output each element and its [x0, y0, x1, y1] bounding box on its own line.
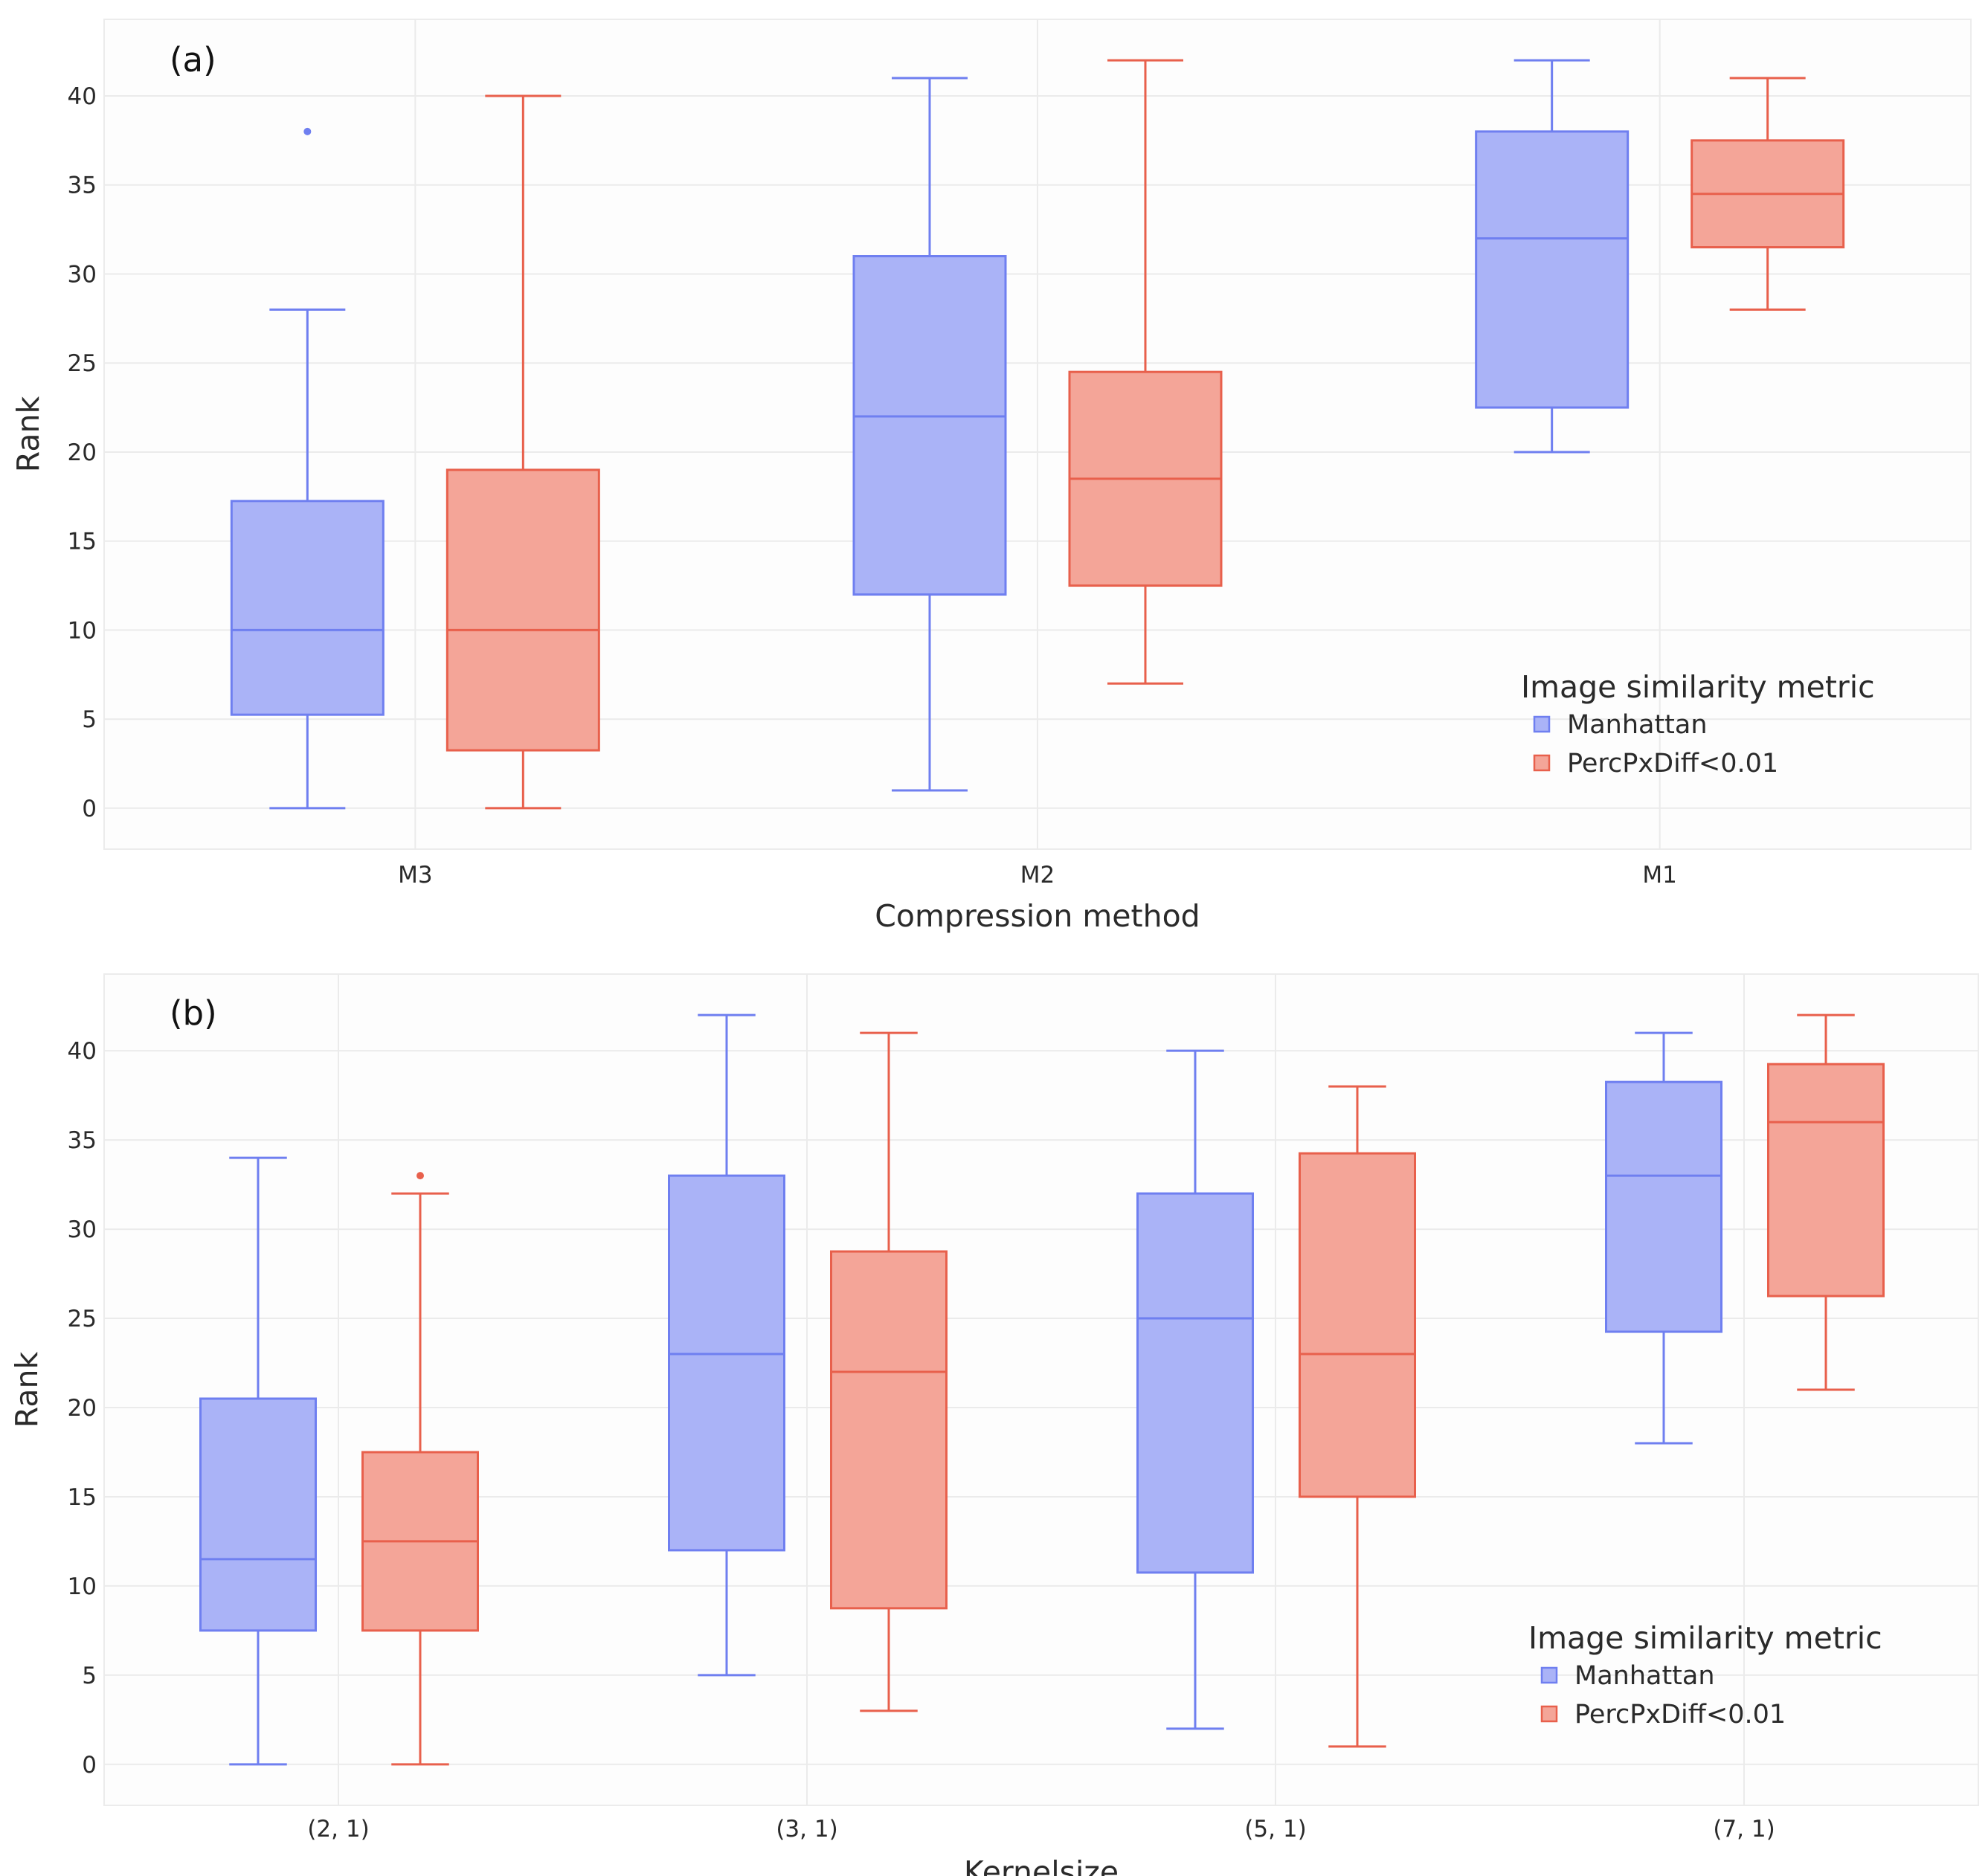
y-tick-label: 35 — [68, 1127, 97, 1154]
x-axis-title: Kernelsize — [964, 1854, 1119, 1876]
y-tick-label: 30 — [68, 261, 97, 288]
x-axis-title: Compression method — [875, 898, 1200, 934]
box-manhattan-0 — [199, 1156, 317, 1766]
legend-swatch — [1540, 1666, 1558, 1684]
outlier-point — [303, 127, 312, 135]
legend-label: Manhattan — [1567, 710, 1708, 740]
panel-label: (b) — [170, 993, 217, 1033]
legend: Image similarity metric Manhattan PercPxDi… — [1528, 1620, 1882, 1730]
box-percpxdiff-0-01-3 — [1767, 1013, 1885, 1391]
x-tick-label: M1 — [1642, 862, 1676, 889]
panel-label: (a) — [170, 40, 216, 80]
y-tick-label: 5 — [82, 1663, 97, 1689]
box-percpxdiff-0-01-2 — [1691, 77, 1845, 311]
iqr-box — [830, 1250, 948, 1610]
box-manhattan-1 — [852, 77, 1007, 792]
iqr-box — [668, 1174, 785, 1552]
legend-label: PercPxDiff<0.01 — [1574, 1700, 1786, 1730]
box-percpxdiff-0-01-0 — [445, 94, 600, 810]
box-percpxdiff-0-01-2 — [1299, 1085, 1416, 1748]
x-tick-label: (7, 1) — [1713, 1816, 1775, 1843]
legend-label: Manhattan — [1574, 1661, 1715, 1691]
y-tick-label: 30 — [68, 1216, 97, 1243]
legend-label: PercPxDiff<0.01 — [1567, 749, 1778, 779]
legend-title: Image similarity metric — [1521, 669, 1875, 705]
box-manhattan-2 — [1136, 1049, 1254, 1730]
legend-swatch — [1540, 1705, 1558, 1723]
box-manhattan-1 — [668, 1013, 785, 1677]
box-manhattan-2 — [1475, 59, 1630, 454]
legend-swatch — [1533, 754, 1551, 772]
y-tick-label: 40 — [68, 83, 97, 110]
y-tick-label: 25 — [68, 1306, 97, 1332]
y-tick-label: 40 — [68, 1038, 97, 1065]
y-tick-label: 20 — [68, 1395, 97, 1422]
panel-b: 0 5 10 15 20 25 30 35 40 (2, 1) (3, 1) (5, 1) (7, 1)… — [9, 973, 1979, 1876]
y-tick-label: 15 — [68, 1484, 97, 1511]
legend-swatch — [1533, 715, 1551, 733]
x-tick-label: (5, 1) — [1244, 1816, 1306, 1843]
y-tick-label: 25 — [68, 350, 97, 377]
y-tick-label: 35 — [68, 173, 97, 199]
iqr-box — [1605, 1080, 1722, 1333]
iqr-box — [1299, 1152, 1416, 1498]
iqr-box — [1136, 1192, 1254, 1574]
x-tick-label: M3 — [398, 862, 432, 889]
box-percpxdiff-0-01-0 — [361, 1172, 479, 1766]
y-tick-label: 15 — [68, 529, 97, 555]
y-tick-label: 20 — [68, 439, 97, 466]
iqr-box — [1475, 130, 1630, 409]
y-tick-label: 0 — [82, 796, 97, 822]
box-manhattan-0 — [230, 127, 385, 810]
y-tick-label: 10 — [68, 1573, 97, 1600]
legend: Image similarity metric Manhattan PercPxDi… — [1521, 669, 1875, 779]
iqr-box — [230, 500, 385, 716]
box-manhattan-3 — [1605, 1031, 1722, 1445]
iqr-box — [852, 255, 1007, 596]
iqr-box — [1767, 1063, 1885, 1298]
x-tick-label: M2 — [1020, 862, 1055, 889]
y-axis-title: Rank — [10, 396, 46, 473]
y-tick-label: 5 — [82, 706, 97, 733]
y-tick-label: 0 — [82, 1752, 97, 1779]
y-tick-label: 10 — [68, 617, 97, 644]
iqr-box — [445, 468, 600, 752]
outlier-point — [416, 1172, 424, 1180]
iqr-box — [199, 1397, 317, 1632]
y-axis-title: Rank — [9, 1352, 45, 1428]
legend-title: Image similarity metric — [1528, 1620, 1882, 1656]
x-tick-label: (3, 1) — [776, 1816, 837, 1843]
box-percpxdiff-0-01-1 — [1068, 59, 1223, 685]
panel-a: 0 5 10 15 20 25 30 35 40 M3 M2 M1 Compression method… — [10, 19, 1972, 934]
box-percpxdiff-0-01-1 — [830, 1031, 948, 1712]
x-tick-label: (2, 1) — [307, 1816, 369, 1843]
